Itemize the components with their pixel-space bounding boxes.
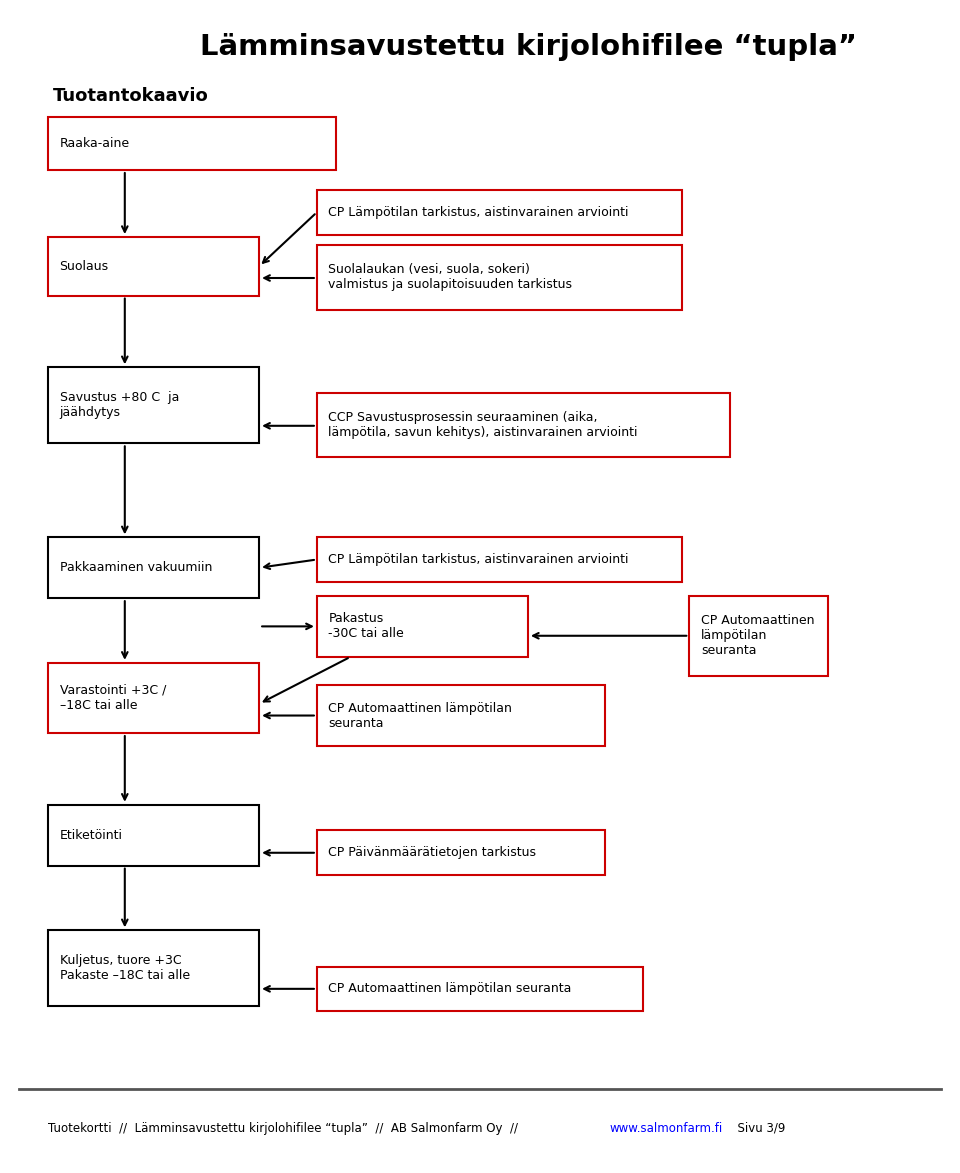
FancyBboxPatch shape: [48, 805, 259, 866]
FancyBboxPatch shape: [317, 596, 528, 657]
FancyBboxPatch shape: [48, 537, 259, 598]
FancyBboxPatch shape: [317, 830, 605, 875]
FancyBboxPatch shape: [48, 367, 259, 443]
Text: CP Päivänmäärätietojen tarkistus: CP Päivänmäärätietojen tarkistus: [328, 846, 537, 860]
FancyBboxPatch shape: [317, 190, 682, 235]
Text: Suolaus: Suolaus: [60, 259, 108, 273]
Text: CCP Savustusprosessin seuraaminen (aika,
lämpötila, savun kehitys), aistinvarain: CCP Savustusprosessin seuraaminen (aika,…: [328, 412, 637, 439]
Text: Pakastus
-30C tai alle: Pakastus -30C tai alle: [328, 612, 404, 640]
Text: Lämminsavustettu kirjolohifilee “tupla”: Lämminsavustettu kirjolohifilee “tupla”: [200, 33, 856, 61]
FancyBboxPatch shape: [48, 237, 259, 296]
Text: Savustus +80 C  ja
jäähdytys: Savustus +80 C ja jäähdytys: [60, 392, 179, 419]
Text: Kuljetus, tuore +3C
Pakaste –18C tai alle: Kuljetus, tuore +3C Pakaste –18C tai all…: [60, 955, 190, 982]
Text: CP Automaattinen lämpötilan seuranta: CP Automaattinen lämpötilan seuranta: [328, 982, 572, 996]
FancyBboxPatch shape: [317, 537, 682, 582]
Text: Etiketöinti: Etiketöinti: [60, 828, 123, 842]
Text: Varastointi +3C /
–18C tai alle: Varastointi +3C / –18C tai alle: [60, 684, 166, 712]
FancyBboxPatch shape: [48, 663, 259, 733]
Text: CP Lämpötilan tarkistus, aistinvarainen arviointi: CP Lämpötilan tarkistus, aistinvarainen …: [328, 552, 629, 567]
Text: Sivu 3/9: Sivu 3/9: [730, 1121, 785, 1135]
Text: CP Lämpötilan tarkistus, aistinvarainen arviointi: CP Lämpötilan tarkistus, aistinvarainen …: [328, 205, 629, 219]
Text: Raaka-aine: Raaka-aine: [60, 137, 130, 150]
FancyBboxPatch shape: [689, 596, 828, 676]
FancyBboxPatch shape: [317, 967, 643, 1011]
Text: Suolalaukan (vesi, suola, sokeri)
valmistus ja suolapitoisuuden tarkistus: Suolalaukan (vesi, suola, sokeri) valmis…: [328, 264, 572, 291]
FancyBboxPatch shape: [317, 685, 605, 746]
Text: CP Automaattinen lämpötilan
seuranta: CP Automaattinen lämpötilan seuranta: [328, 701, 513, 730]
Text: Pakkaaminen vakuumiin: Pakkaaminen vakuumiin: [60, 561, 212, 575]
FancyBboxPatch shape: [48, 930, 259, 1006]
FancyBboxPatch shape: [48, 117, 336, 170]
Text: CP Automaattinen
lämpötilan
seuranta: CP Automaattinen lämpötilan seuranta: [701, 615, 814, 657]
FancyBboxPatch shape: [317, 245, 682, 310]
FancyBboxPatch shape: [317, 393, 730, 457]
Text: www.salmonfarm.fi: www.salmonfarm.fi: [610, 1121, 723, 1135]
Text: Tuotekortti  //  Lämminsavustettu kirjolohifilee “tupla”  //  AB Salmonfarm Oy  : Tuotekortti // Lämminsavustettu kirjoloh…: [48, 1121, 525, 1135]
Text: Tuotantokaavio: Tuotantokaavio: [53, 87, 208, 106]
